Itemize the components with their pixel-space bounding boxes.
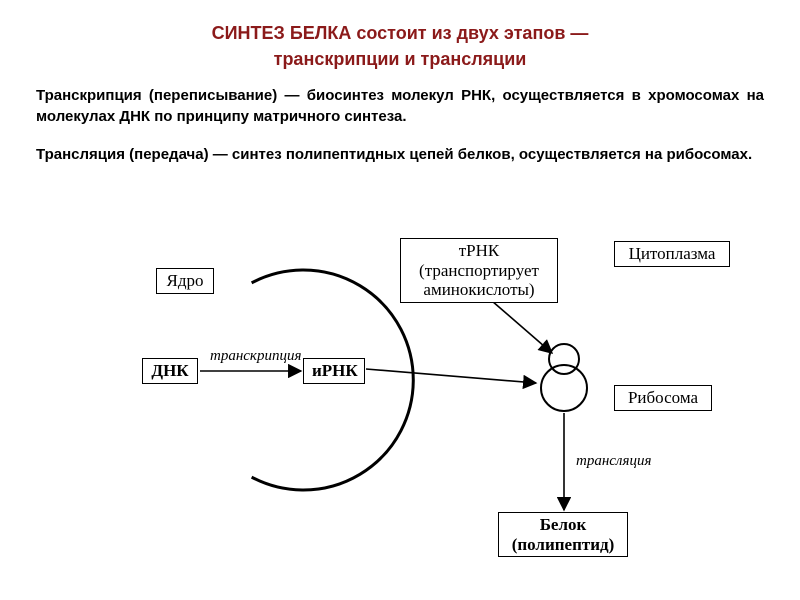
edge-e_mrna_rib bbox=[366, 369, 536, 383]
page-title-line2: транскрипции и трансляции bbox=[0, 49, 800, 84]
protein-synthesis-diagram: Ядро ДНК иРНК тРНК(транспортируетаминокисло… bbox=[0, 235, 800, 595]
edge-label-e_dna_mrna: транскрипция bbox=[210, 348, 301, 365]
ribosome-small-subunit bbox=[549, 344, 579, 374]
edge-label-e_rib_prot: трансляция bbox=[576, 453, 651, 470]
node-ribosome_label: Рибосома bbox=[614, 385, 712, 411]
node-protein: Белок(полипептид) bbox=[498, 512, 628, 557]
node-cytoplasm: Цитоплазма bbox=[614, 241, 730, 267]
paragraph-transcription: Транскрипция (переписывание) — биосинтез… bbox=[0, 84, 800, 135]
node-nucleus_label: Ядро bbox=[156, 268, 214, 294]
page-title-line1: СИНТЕЗ БЕЛКА состоит из двух этапов — bbox=[0, 0, 800, 49]
ribosome-large-subunit bbox=[541, 365, 587, 411]
node-dna: ДНК bbox=[142, 358, 198, 384]
node-mrna: иРНК bbox=[303, 358, 365, 384]
node-trna: тРНК(транспортируетаминокислоты) bbox=[400, 238, 558, 303]
paragraph-translation: Трансляция (передача) — синтез полипепти… bbox=[0, 135, 800, 173]
edge-e_trna_rib bbox=[492, 301, 552, 353]
